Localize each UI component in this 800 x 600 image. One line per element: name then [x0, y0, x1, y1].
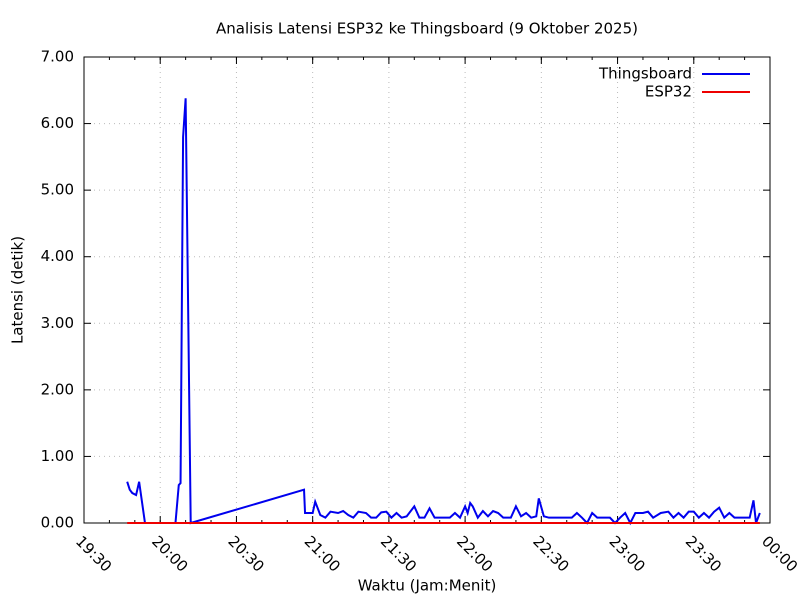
y-tick-label: 4.00 [41, 247, 74, 265]
chart-title: Analisis Latensi ESP32 ke Thingsboard (9… [216, 20, 638, 38]
y-tick-label: 1.00 [41, 447, 74, 465]
x-tick-label: 21:00 [301, 532, 344, 575]
y-tick-label: 2.00 [41, 380, 74, 398]
x-tick-label: 22:00 [453, 532, 496, 575]
x-tick-label: 22:30 [529, 532, 572, 575]
x-tick-label: 20:00 [148, 532, 191, 575]
x-tick-label: 23:00 [606, 532, 649, 575]
y-tick-label: 7.00 [41, 48, 74, 66]
legend-label: Thingsboard [598, 65, 692, 83]
x-tick-label: 00:00 [758, 532, 800, 575]
y-tick-label: 5.00 [41, 181, 74, 199]
x-tick-label: 19:30 [72, 532, 115, 575]
x-axis-label: Waktu (Jam:Menit) [358, 577, 497, 595]
x-tick-label: 20:30 [224, 532, 267, 575]
y-tick-label: 0.00 [41, 514, 74, 532]
legend-label: ESP32 [645, 83, 692, 101]
x-tick-label: 23:30 [682, 532, 725, 575]
y-axis-label: Latensi (detik) [9, 236, 27, 344]
y-tick-label: 6.00 [41, 114, 74, 132]
x-tick-label: 21:30 [377, 532, 420, 575]
y-tick-label: 3.00 [41, 314, 74, 332]
series-line [126, 98, 761, 526]
